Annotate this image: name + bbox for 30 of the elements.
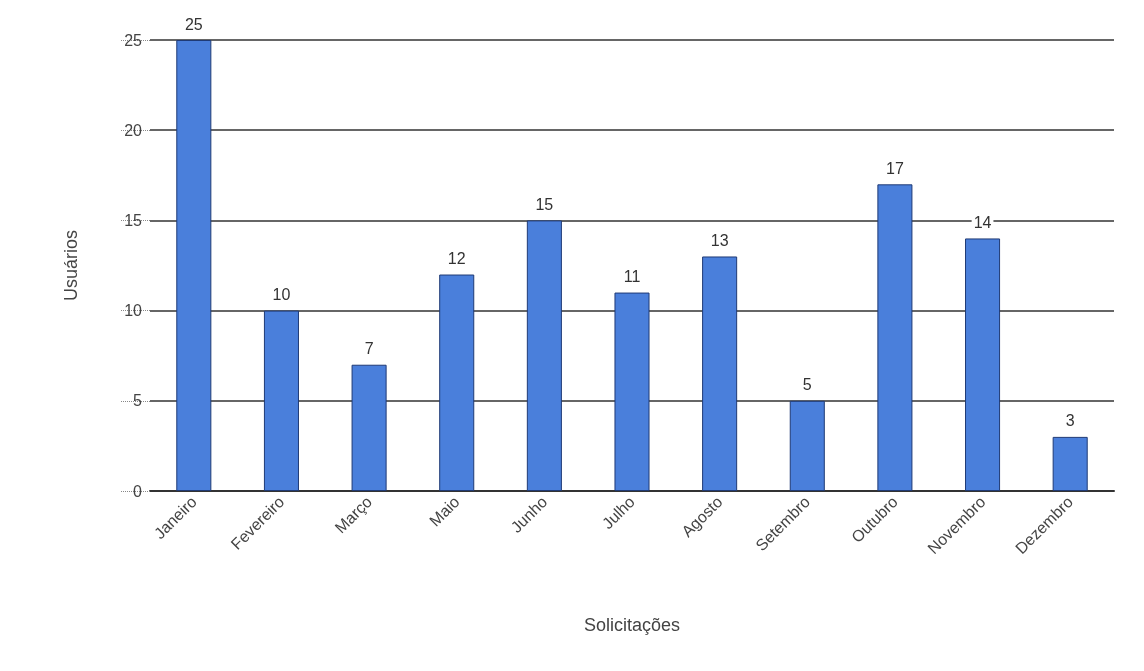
bar	[1052, 436, 1088, 491]
y-tick-label: 25	[124, 31, 143, 49]
bar	[877, 184, 913, 491]
data-label: 17	[886, 159, 904, 177]
bar	[176, 40, 212, 491]
data-label: 10	[272, 286, 291, 304]
y-tick-label: 15	[124, 211, 143, 229]
data-label: 15	[535, 195, 554, 213]
y-tick-label: 20	[124, 121, 143, 139]
bar	[263, 310, 299, 491]
y-tick-label: 10	[124, 302, 143, 320]
bar	[439, 274, 475, 491]
data-label: 11	[623, 268, 641, 286]
y-tick-label: 5	[133, 392, 143, 410]
data-label: 14	[973, 213, 992, 231]
bar	[614, 292, 650, 491]
bar	[965, 238, 1001, 491]
y-tick-label: 0	[133, 482, 143, 500]
bar	[526, 220, 562, 491]
data-label: 5	[802, 376, 812, 394]
data-label: 3	[1065, 412, 1075, 430]
data-label: 13	[710, 231, 729, 249]
bar	[789, 400, 825, 491]
data-label: 25	[184, 15, 203, 33]
data-label: 12	[447, 250, 466, 268]
bar	[702, 256, 738, 491]
bar	[351, 364, 387, 491]
x-axis-title: Solicitações	[583, 615, 681, 635]
y-axis-title: Usuários	[61, 229, 81, 302]
data-label: 7	[364, 340, 374, 358]
